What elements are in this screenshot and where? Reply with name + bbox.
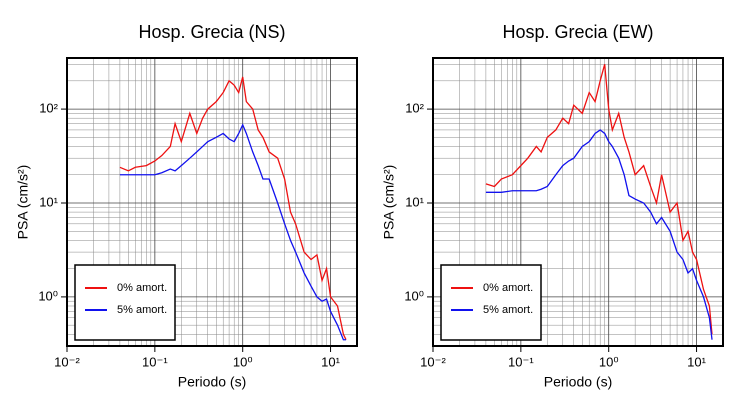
series-line [119,123,347,341]
chart-title: Hosp. Grecia (NS) [138,22,285,42]
y-tick-label: 10¹ [405,194,424,209]
x-tick-label: 10⁰ [233,354,253,369]
y-tick-label: 10² [39,101,58,116]
y-tick-label: 10⁰ [38,288,58,303]
plot-frame [432,57,724,347]
x-tick-label: 10¹ [687,354,706,369]
plot-frame [66,57,358,347]
x-tick-label: 10⁰ [599,354,619,369]
y-tick-label: 10² [405,101,424,116]
x-tick-label: 10⁻² [420,354,446,369]
y-tick-label: 10⁰ [404,288,424,303]
series-line [119,76,347,340]
legend-label: 5% amort. [117,304,167,316]
legend-box [440,264,542,341]
y-axis-label: PSA (cm/s²) [381,165,397,240]
y-tick-label: 10¹ [39,194,58,209]
x-axis-label: Periodo (s) [544,374,612,390]
legend-label: 0% amort. [117,282,167,294]
x-axis-label: Periodo (s) [178,374,246,390]
series-line [485,129,713,340]
series-line [485,64,713,335]
x-tick-label: 10⁻¹ [142,354,168,369]
x-tick-label: 10¹ [321,354,340,369]
chart-title: Hosp. Grecia (EW) [502,22,653,42]
legend-box [74,264,176,341]
x-tick-label: 10⁻² [54,354,80,369]
legend-label: 5% amort. [483,304,533,316]
y-axis-label: PSA (cm/s²) [15,165,31,240]
x-tick-label: 10⁻¹ [508,354,534,369]
legend-label: 0% amort. [483,282,533,294]
